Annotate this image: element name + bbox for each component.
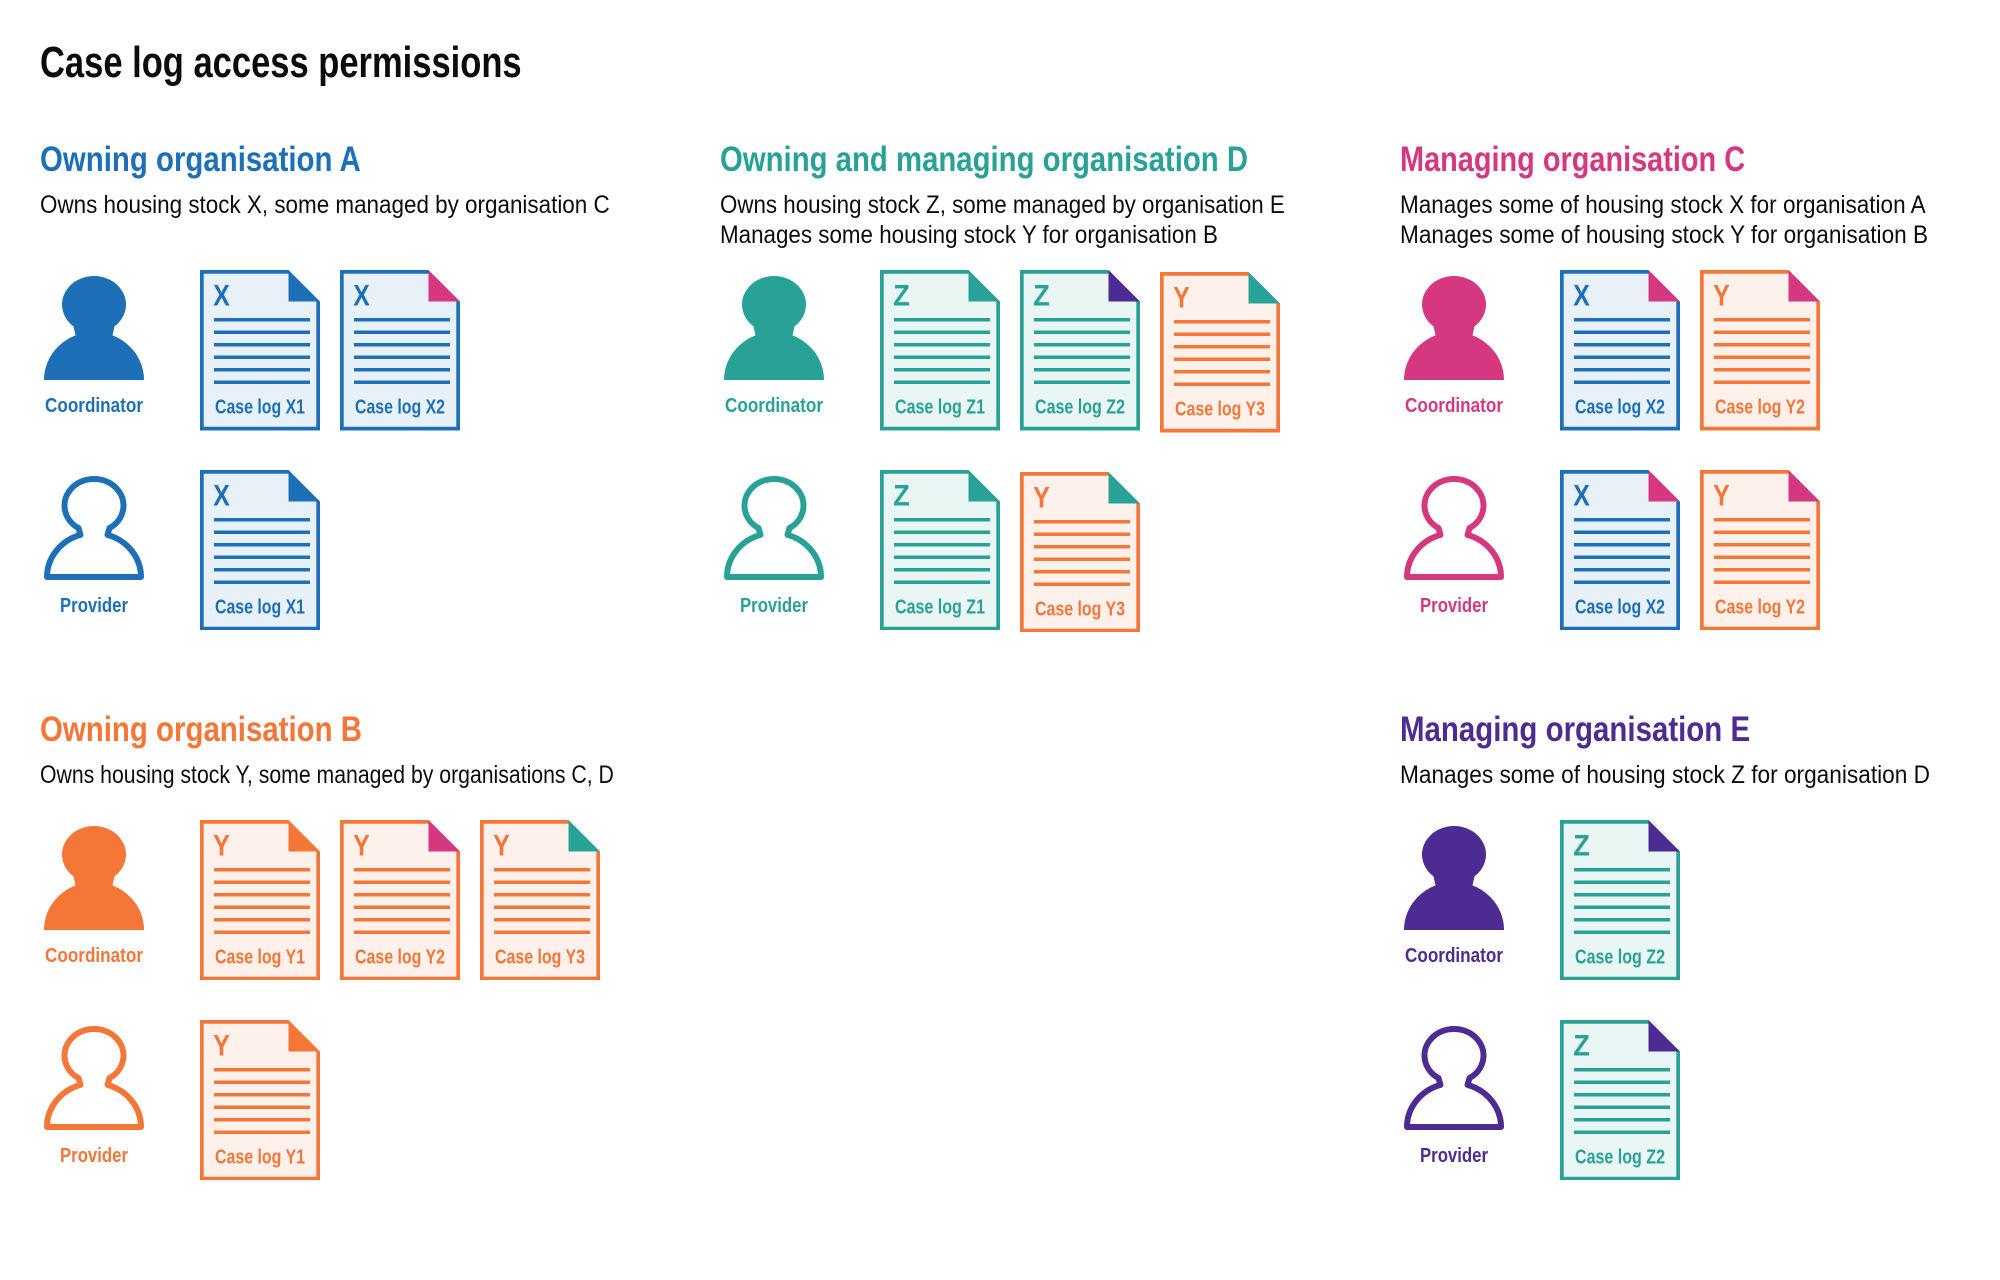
svg-text:Case log Z1: Case log Z1 — [895, 596, 985, 618]
svg-text:Y: Y — [353, 829, 370, 862]
svg-text:Y: Y — [213, 829, 230, 862]
svg-text:Z: Z — [1573, 829, 1590, 862]
svg-text:Z: Z — [893, 280, 910, 313]
svg-text:Case log Z2: Case log Z2 — [1035, 396, 1125, 418]
svg-text:Provider: Provider — [60, 595, 128, 617]
svg-text:X: X — [213, 479, 230, 512]
svg-text:Provider: Provider — [1420, 1145, 1488, 1167]
svg-text:Provider: Provider — [1420, 595, 1488, 617]
svg-text:Case log X1: Case log X1 — [215, 596, 305, 618]
svg-text:Case log Y1: Case log Y1 — [215, 946, 305, 968]
svg-text:Case log Y2: Case log Y2 — [1715, 396, 1805, 418]
svg-text:Case log Y3: Case log Y3 — [1035, 598, 1125, 620]
svg-text:Case log Y1: Case log Y1 — [215, 1146, 305, 1168]
svg-text:Y: Y — [1173, 282, 1190, 315]
svg-text:Case log X1: Case log X1 — [215, 396, 305, 418]
svg-text:Case log X2: Case log X2 — [1575, 396, 1665, 418]
svg-text:X: X — [213, 280, 230, 313]
svg-text:Y: Y — [493, 829, 510, 862]
svg-text:Case log Y3: Case log Y3 — [1175, 398, 1265, 420]
svg-text:Y: Y — [1713, 280, 1730, 313]
svg-text:Y: Y — [213, 1029, 230, 1062]
svg-text:X: X — [1573, 479, 1590, 512]
svg-text:Case log Y3: Case log Y3 — [495, 946, 585, 968]
svg-text:Case log X2: Case log X2 — [1575, 596, 1665, 618]
svg-text:Case log Z2: Case log Z2 — [1575, 946, 1665, 968]
svg-text:Z: Z — [1033, 280, 1050, 313]
svg-text:Case log X2: Case log X2 — [355, 396, 445, 418]
svg-text:Z: Z — [1573, 1029, 1590, 1062]
svg-text:Case log Z2: Case log Z2 — [1575, 1146, 1665, 1168]
svg-text:X: X — [1573, 280, 1590, 313]
svg-text:Coordinator: Coordinator — [45, 395, 143, 417]
svg-text:Provider: Provider — [60, 1145, 128, 1167]
svg-text:Y: Y — [1713, 479, 1730, 512]
svg-text:Case log Y2: Case log Y2 — [355, 946, 445, 968]
svg-text:Provider: Provider — [740, 595, 808, 617]
svg-text:Coordinator: Coordinator — [1405, 395, 1503, 417]
svg-text:Case log Y2: Case log Y2 — [1715, 596, 1805, 618]
svg-text:Y: Y — [1033, 481, 1050, 514]
svg-text:X: X — [353, 280, 370, 313]
svg-text:Coordinator: Coordinator — [725, 395, 823, 417]
svg-text:Coordinator: Coordinator — [1405, 945, 1503, 967]
svg-text:Case log Z1: Case log Z1 — [895, 396, 985, 418]
svg-text:Coordinator: Coordinator — [45, 945, 143, 967]
svg-text:Z: Z — [893, 479, 910, 512]
